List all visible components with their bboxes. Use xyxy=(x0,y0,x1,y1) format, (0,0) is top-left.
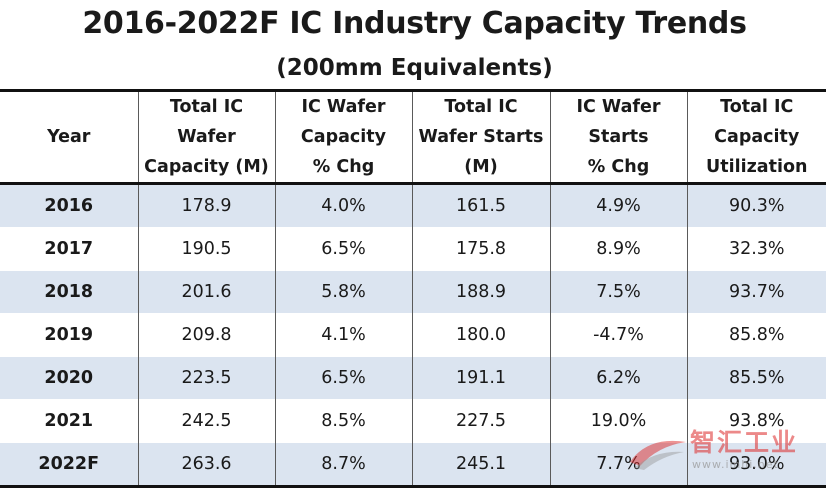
header-line: Capacity (M) xyxy=(144,157,269,177)
cell-wafer-starts: 245.1 xyxy=(411,442,551,488)
header-line: % Chg xyxy=(312,157,375,177)
table-row: 2019 209.8 4.1% 180.0 -4.7% 85.8% xyxy=(0,313,826,357)
cell-year: 2022F xyxy=(0,442,139,488)
cell-year: 2021 xyxy=(0,399,139,443)
cell-wafer-starts: 180.0 xyxy=(411,313,551,357)
cell-capacity-chg: 8.5% xyxy=(274,399,413,443)
table-title: 2016-2022F IC Industry Capacity Trends xyxy=(82,6,747,41)
cell-year: 2017 xyxy=(0,227,139,271)
header-row: Year Total IC Wafer Capacity (M) IC Wafe… xyxy=(0,89,826,185)
header-line: Year xyxy=(47,127,91,147)
cell-wafer-capacity: 223.5 xyxy=(137,356,276,400)
cell-utilization: 85.5% xyxy=(686,356,826,400)
header-line: IC Wafer xyxy=(576,97,661,117)
header-line: Wafer xyxy=(177,127,236,147)
cell-wafer-starts: 227.5 xyxy=(411,399,551,443)
header-line: Wafer Starts xyxy=(418,127,544,147)
cell-starts-chg: 19.0% xyxy=(549,399,688,443)
cell-wafer-starts: 188.9 xyxy=(411,270,551,314)
cell-capacity-chg: 8.7% xyxy=(274,442,413,488)
header-utilization: Total IC Capacity Utilization xyxy=(686,89,826,185)
header-line: (M) xyxy=(464,157,498,177)
cell-wafer-capacity: 263.6 xyxy=(137,442,276,488)
cell-utilization: 93.0% xyxy=(686,442,826,488)
capacity-table: Year Total IC Wafer Capacity (M) IC Wafe… xyxy=(0,89,826,488)
cell-wafer-capacity: 190.5 xyxy=(137,227,276,271)
header-line: IC Wafer xyxy=(301,97,386,117)
table-subtitle: (200mm Equivalents) xyxy=(276,55,553,81)
cell-wafer-starts: 161.5 xyxy=(411,183,551,228)
cell-year: 2020 xyxy=(0,356,139,400)
cell-starts-chg: 8.9% xyxy=(549,227,688,271)
cell-wafer-capacity: 242.5 xyxy=(137,399,276,443)
header-line: Capacity xyxy=(300,127,387,147)
cell-capacity-chg: 4.0% xyxy=(274,183,413,228)
table-row: 2017 190.5 6.5% 175.8 8.9% 32.3% xyxy=(0,227,826,271)
cell-capacity-chg: 6.5% xyxy=(274,227,413,271)
header-line: Total IC xyxy=(169,97,244,117)
table-row: 2016 178.9 4.0% 161.5 4.9% 90.3% xyxy=(0,183,826,228)
cell-year: 2016 xyxy=(0,183,139,228)
cell-utilization: 93.8% xyxy=(686,399,826,443)
header-capacity-chg: IC Wafer Capacity % Chg xyxy=(274,89,413,185)
cell-utilization: 85.8% xyxy=(686,313,826,357)
table-row: 2022F 263.6 8.7% 245.1 7.7% 93.0% xyxy=(0,442,826,488)
cell-utilization: 32.3% xyxy=(686,227,826,271)
header-line: Total IC xyxy=(720,97,794,117)
header-line: Utilization xyxy=(706,157,808,177)
header-starts-chg: IC Wafer Starts % Chg xyxy=(549,89,688,185)
cell-wafer-capacity: 178.9 xyxy=(137,183,276,228)
cell-year: 2019 xyxy=(0,313,139,357)
header-line: % Chg xyxy=(587,157,650,177)
cell-capacity-chg: 5.8% xyxy=(274,270,413,314)
header-wafer-starts: Total IC Wafer Starts (M) xyxy=(411,89,551,185)
cell-starts-chg: -4.7% xyxy=(549,313,688,357)
header-wafer-capacity: Total IC Wafer Capacity (M) xyxy=(137,89,276,185)
header-line: Capacity xyxy=(714,127,800,147)
table-row: 2018 201.6 5.8% 188.9 7.5% 93.7% xyxy=(0,270,826,314)
cell-starts-chg: 7.5% xyxy=(549,270,688,314)
cell-starts-chg: 7.7% xyxy=(549,442,688,488)
header-line: Total IC xyxy=(444,97,518,117)
cell-starts-chg: 4.9% xyxy=(549,183,688,228)
cell-starts-chg: 6.2% xyxy=(549,356,688,400)
header-line: Starts xyxy=(588,127,649,147)
cell-utilization: 90.3% xyxy=(686,183,826,228)
cell-wafer-capacity: 201.6 xyxy=(137,270,276,314)
cell-utilization: 93.7% xyxy=(686,270,826,314)
header-year: Year xyxy=(0,89,139,185)
cell-year: 2018 xyxy=(0,270,139,314)
cell-wafer-starts: 175.8 xyxy=(411,227,551,271)
table-row: 2020 223.5 6.5% 191.1 6.2% 85.5% xyxy=(0,356,826,400)
cell-wafer-starts: 191.1 xyxy=(411,356,551,400)
cell-wafer-capacity: 209.8 xyxy=(137,313,276,357)
cell-capacity-chg: 6.5% xyxy=(274,356,413,400)
cell-capacity-chg: 4.1% xyxy=(274,313,413,357)
table-row: 2021 242.5 8.5% 227.5 19.0% 93.8% xyxy=(0,399,826,443)
